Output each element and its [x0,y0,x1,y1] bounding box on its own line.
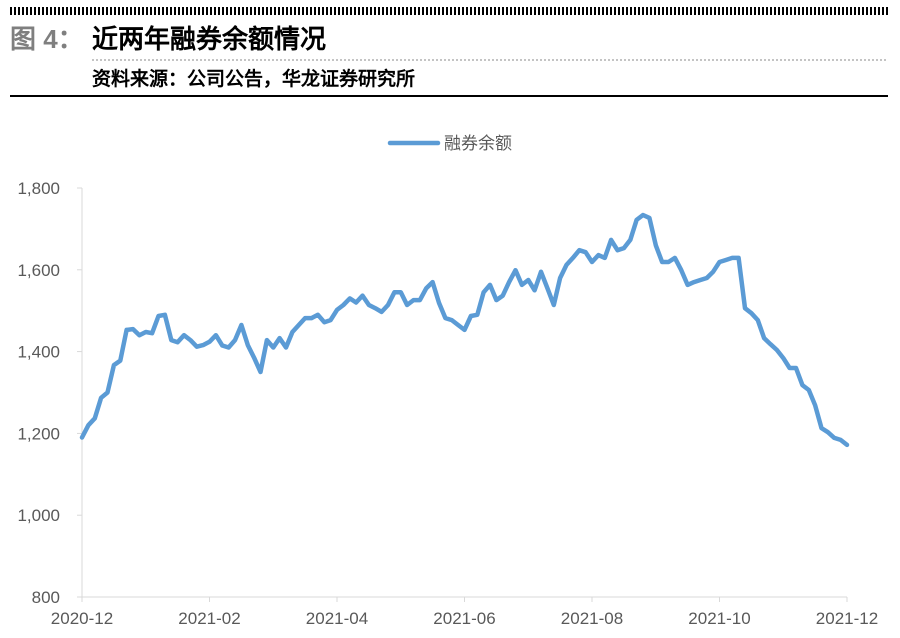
source: 资料来源：公司公告，华龙证券研究所 [92,67,415,90]
y-tick-label: 1,200 [17,424,60,443]
y-tick-label: 1,600 [17,261,60,280]
legend-label: 融券余额 [444,134,512,153]
y-tick-label: 1,800 [17,179,60,198]
y-tick-label: 800 [32,588,60,607]
plot: 800 1,000 1,200 1,400 1,600 1,800 2020-12 2021-… [17,134,878,628]
x-tick-label: 2021-08 [561,609,623,628]
figure-title: 近两年融券余额情况 [92,24,326,54]
x-tick-label: 2020-12 [51,609,113,628]
line [79,212,850,448]
x-tick-label: 2021-02 [178,609,240,628]
y-tick-label: 1,000 [17,506,60,525]
x-tick-label: 2021-10 [688,609,750,628]
x-tick-label: 2021-06 [433,609,495,628]
x-tick-label: 2021-04 [306,609,368,628]
figure-label: 图 4： [10,24,84,54]
x-tick-label: 2021-12 [816,609,878,628]
y-tick-label: 1,400 [17,343,60,362]
